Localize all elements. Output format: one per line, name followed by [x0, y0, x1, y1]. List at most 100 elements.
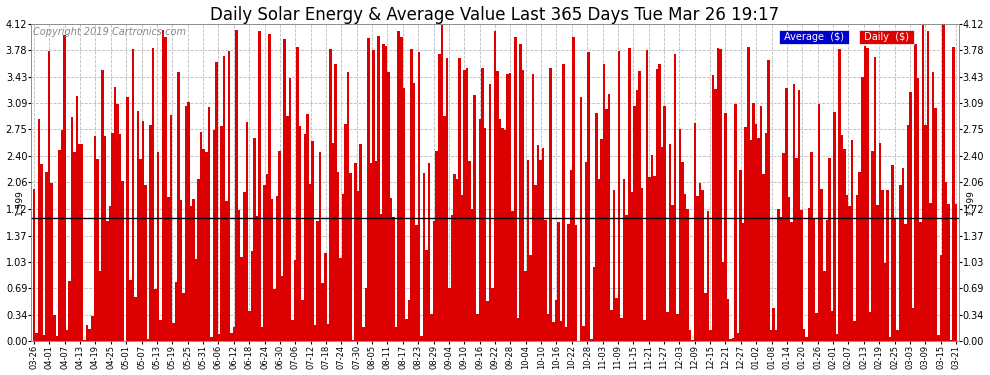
Bar [142, 122, 145, 341]
Bar [374, 161, 377, 341]
Bar [332, 143, 335, 341]
Bar [777, 209, 780, 341]
Bar [740, 170, 742, 341]
Bar [455, 178, 458, 341]
Bar [626, 215, 628, 341]
Bar [481, 68, 483, 341]
Bar [392, 217, 395, 341]
Text: 1.599: 1.599 [15, 189, 24, 215]
Bar [491, 288, 494, 341]
Bar [483, 128, 486, 341]
Bar [759, 106, 762, 341]
Bar [476, 314, 478, 341]
Bar [954, 204, 957, 341]
Bar [88, 330, 91, 341]
Bar [70, 117, 73, 341]
Bar [154, 289, 156, 341]
Bar [159, 320, 162, 341]
Bar [826, 220, 828, 341]
Bar [742, 224, 744, 341]
Bar [940, 255, 942, 341]
Bar [83, 340, 86, 341]
Bar [489, 84, 491, 341]
Bar [179, 201, 182, 341]
Bar [48, 51, 50, 341]
Bar [530, 255, 532, 341]
Bar [446, 58, 448, 341]
Bar [850, 140, 853, 341]
Bar [559, 321, 562, 341]
Bar [174, 282, 177, 341]
Bar [96, 159, 99, 341]
Bar [800, 210, 803, 341]
Bar [255, 216, 258, 341]
Bar [891, 165, 894, 341]
Bar [187, 102, 190, 341]
Bar [236, 30, 238, 341]
Bar [782, 153, 785, 341]
Bar [210, 338, 213, 341]
Title: Daily Solar Energy & Average Value Last 365 Days Tue Mar 26 19:17: Daily Solar Energy & Average Value Last … [211, 6, 779, 24]
Bar [757, 138, 759, 341]
Bar [524, 271, 527, 341]
Bar [501, 128, 504, 341]
Bar [764, 133, 767, 341]
Bar [587, 52, 590, 341]
Bar [868, 312, 871, 341]
Bar [621, 318, 623, 341]
Bar [349, 173, 351, 341]
Bar [296, 47, 299, 341]
Bar [450, 216, 453, 341]
Bar [532, 74, 535, 341]
Bar [775, 330, 777, 341]
Bar [306, 114, 309, 341]
Bar [106, 220, 109, 341]
Bar [595, 113, 598, 341]
Bar [453, 174, 455, 341]
Bar [351, 340, 354, 341]
Bar [246, 122, 248, 341]
Bar [537, 145, 540, 341]
Bar [920, 222, 922, 341]
Bar [942, 24, 944, 341]
Bar [668, 144, 671, 341]
Bar [514, 36, 517, 341]
Bar [494, 31, 496, 341]
Bar [845, 195, 848, 341]
Bar [730, 339, 732, 341]
Bar [372, 50, 374, 341]
Bar [952, 48, 954, 341]
Bar [932, 72, 935, 341]
Bar [722, 262, 725, 341]
Bar [714, 89, 717, 341]
Bar [678, 129, 681, 341]
Bar [828, 159, 831, 341]
Bar [426, 251, 428, 341]
Bar [881, 190, 884, 341]
Bar [215, 62, 218, 341]
Bar [205, 152, 208, 341]
Bar [438, 54, 441, 341]
Bar [312, 141, 314, 341]
Bar [816, 313, 818, 341]
Bar [197, 180, 200, 341]
Bar [858, 172, 861, 341]
Bar [811, 152, 813, 341]
Bar [111, 133, 114, 341]
Bar [522, 70, 524, 341]
Bar [917, 78, 920, 341]
Bar [63, 35, 65, 341]
Bar [448, 288, 450, 341]
Bar [735, 104, 737, 341]
Bar [876, 205, 879, 341]
Bar [709, 330, 712, 341]
Bar [431, 314, 433, 341]
Bar [834, 112, 836, 341]
Bar [645, 50, 648, 341]
Bar [818, 104, 821, 341]
Bar [418, 52, 421, 341]
Bar [122, 181, 124, 341]
Bar [641, 188, 644, 341]
Bar [223, 56, 226, 341]
Bar [496, 71, 499, 341]
